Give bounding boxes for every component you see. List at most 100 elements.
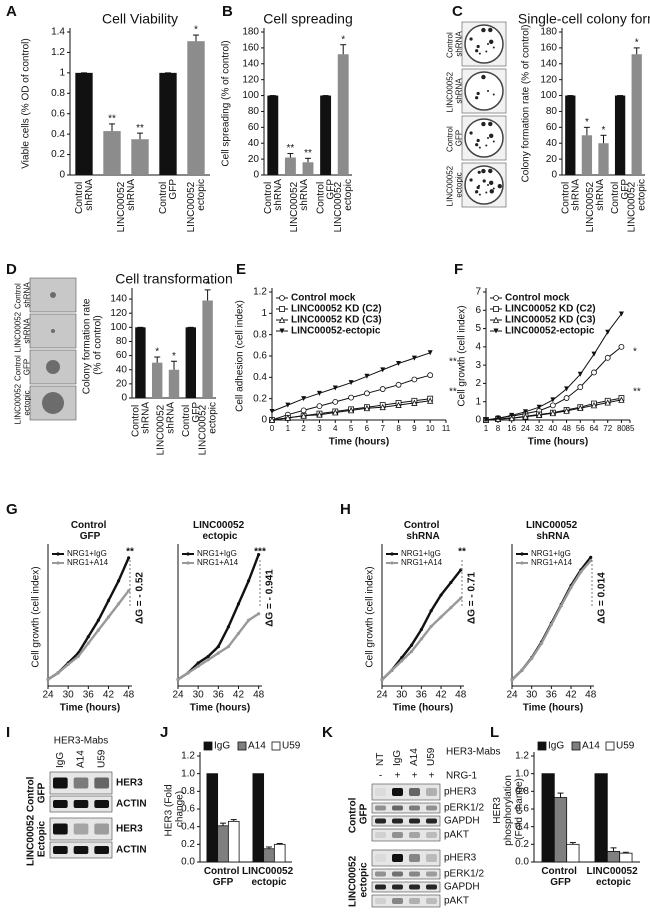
text-line: LINC00052: [197, 402, 208, 455]
group-label: LINC00052 ectopic: [347, 853, 369, 907]
series-line: [511, 559, 592, 681]
x-axis-label: Time (hours): [190, 703, 250, 714]
marker: [279, 295, 285, 301]
marker: [379, 386, 386, 392]
marker: [176, 677, 180, 682]
marker: [411, 355, 417, 361]
panel-letter: A: [6, 3, 17, 20]
text-line: ectopic: [358, 862, 369, 897]
bar: [185, 327, 197, 398]
marker: [439, 593, 443, 597]
legend-label: NRG1+IgG: [531, 549, 571, 558]
photo-colony: [469, 131, 473, 135]
x-tick-label: 30: [63, 690, 75, 701]
bar: [131, 139, 149, 175]
marker: [278, 316, 286, 323]
photo-colony: [497, 183, 502, 189]
marker: [279, 328, 285, 334]
y-label-group: HER3 phosphorylation (Fold change): [492, 772, 525, 845]
y-tick-label: 80: [546, 106, 558, 117]
marker: [419, 637, 423, 641]
photo-colony: [475, 96, 479, 100]
x-tick-label: Control GFP: [541, 866, 579, 888]
photo-label: LINC00052 ectopic: [446, 164, 464, 207]
x-tick-label: 36: [83, 690, 95, 701]
x-label-group: Control GFP: [180, 402, 201, 437]
photo-label-group: LINC00052 shRNA: [446, 70, 464, 113]
y-tick-label: 120: [242, 74, 259, 85]
x-tick-label: 3: [317, 424, 322, 433]
marker: [301, 396, 307, 402]
text-line: Control: [130, 402, 141, 437]
bar: [541, 773, 555, 863]
text-line: Ectopic: [36, 821, 47, 858]
x-tick-label: LINC00052 shRNA: [155, 402, 176, 456]
bar: [566, 843, 580, 863]
bar: [252, 773, 265, 863]
marker: [409, 649, 414, 654]
legend-label: U59: [616, 741, 635, 752]
marker: [66, 662, 70, 666]
photo-colony: [489, 133, 494, 139]
y-tick-label: 160: [540, 43, 557, 54]
text-line: LINC00052: [116, 179, 127, 232]
blot-band: [94, 800, 109, 808]
text-line: LINC00052: [333, 179, 344, 232]
legend-label: NRG1+A14: [401, 558, 443, 567]
marker: [216, 644, 220, 649]
y-label-group: Cell growth (cell index): [31, 566, 42, 667]
x-tick-label: 85: [626, 424, 635, 433]
x-tick-label: 42: [233, 690, 245, 701]
x-tick-label: 2: [301, 424, 306, 433]
x-tick-label: 1: [484, 424, 489, 433]
significance: **: [449, 357, 457, 368]
x-tick-label: 30: [193, 690, 205, 701]
blot-band: [426, 871, 437, 877]
photo-colony: [487, 90, 489, 92]
y-tick-label: 20: [546, 154, 558, 165]
group-label-group: LINC00052 ectopic: [347, 853, 369, 907]
photo-dish: [464, 24, 504, 64]
y-tick-label: 140: [110, 294, 127, 305]
marker: [364, 390, 370, 397]
y-tick-label: 0.4: [51, 129, 65, 140]
text-line: shRNA: [455, 78, 464, 104]
marker: [390, 561, 394, 565]
text-line: LINC00052: [25, 812, 36, 866]
text-line: ectopic: [202, 531, 237, 542]
text-line: LINC00052: [446, 70, 455, 113]
marker: [590, 401, 598, 409]
photo-colony: [492, 187, 495, 190]
band-label: pAKT: [444, 830, 469, 841]
blot-band: [375, 788, 386, 796]
blot-band: [375, 898, 386, 904]
group-label: LINC00052 Ectopic: [25, 812, 47, 866]
marker: [569, 585, 573, 590]
x-tick-label: 1: [286, 424, 291, 433]
blot-strip: [371, 828, 441, 842]
lane-label-group: U59: [426, 747, 437, 766]
y-tick-label: 1.0: [181, 768, 195, 779]
y-tick-label: 0.0: [181, 857, 195, 868]
y-tick-label: 1.2: [253, 287, 267, 298]
marker: [539, 641, 544, 645]
text-line: (% of control): [92, 315, 103, 374]
x-tick-label: 24: [42, 690, 54, 701]
legend-label: LINC00052-ectopic: [505, 326, 595, 337]
marker: [116, 602, 121, 606]
text-line: HER3 (Fold: [163, 781, 174, 836]
x-tick-label: Control GFP: [315, 179, 336, 214]
marker: [268, 416, 276, 423]
text-line: ectopic: [343, 179, 354, 211]
marker: [604, 399, 611, 406]
significance: **: [449, 387, 457, 398]
y-label-group: Viable cells (% OD of control): [21, 38, 32, 168]
photo-label: Control GFP: [446, 124, 464, 152]
text-line: shRNA: [455, 31, 464, 57]
blot-band: [409, 805, 420, 811]
photo-colony: [475, 191, 478, 194]
y-label-group: Cell adhesion (cell index): [235, 300, 246, 412]
significance: *: [194, 25, 198, 36]
significance: *: [172, 351, 176, 362]
